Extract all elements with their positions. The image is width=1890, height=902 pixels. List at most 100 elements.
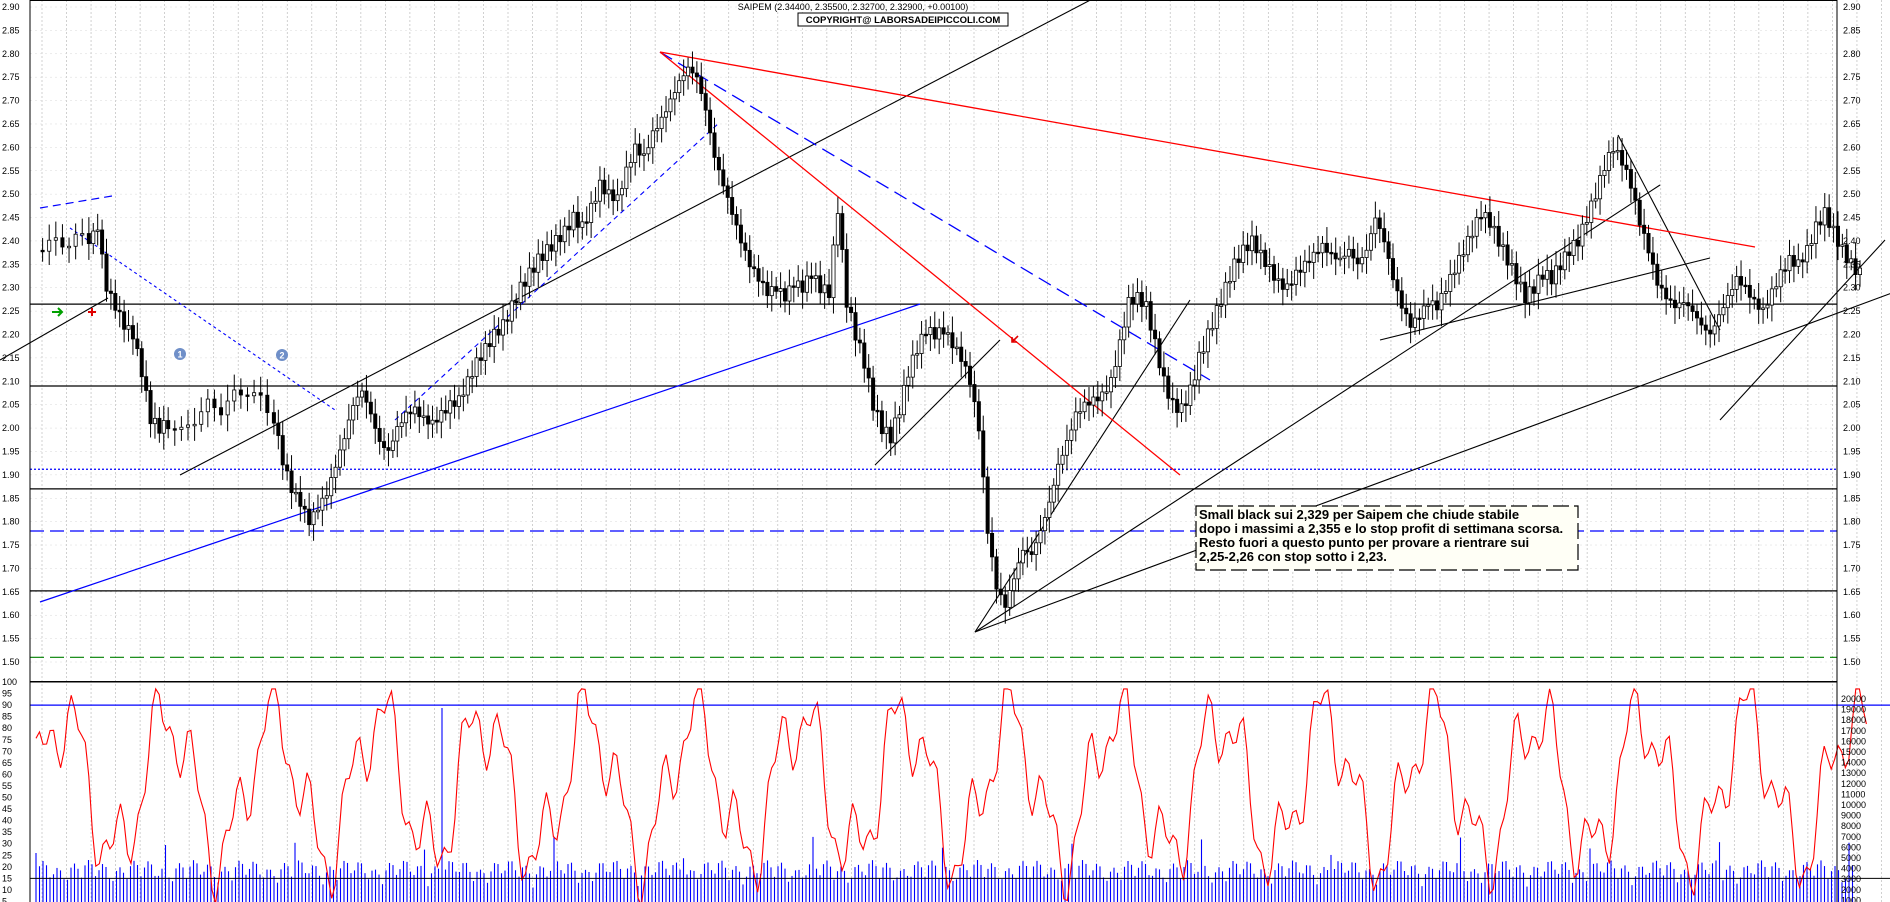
candle-body	[1567, 251, 1572, 256]
candle-body	[681, 75, 686, 82]
candle-body	[1355, 257, 1360, 265]
candle-body	[765, 281, 770, 297]
price-tick-right: 2.35	[1843, 259, 1861, 269]
candle-body	[1131, 296, 1136, 305]
candle-body	[1800, 259, 1805, 263]
oscillator-line	[35, 687, 1867, 902]
candle-body	[1721, 307, 1726, 316]
candle-body	[1144, 301, 1149, 307]
candle-body	[1122, 326, 1127, 341]
candle-body	[968, 365, 973, 385]
price-tick-right: 2.70	[1843, 96, 1861, 106]
candle-body	[1280, 278, 1285, 290]
candle-body	[549, 244, 554, 252]
candle-body	[166, 420, 171, 430]
candle-body	[1338, 257, 1343, 261]
candle-body	[1681, 302, 1686, 305]
candle-body	[152, 417, 157, 425]
volume-tick: 10000	[1841, 800, 1866, 810]
candle-body	[774, 286, 779, 292]
volume-tick: 7000	[1841, 832, 1861, 842]
candle-body	[280, 435, 285, 466]
candle-body	[659, 116, 664, 129]
candle-body	[60, 237, 65, 248]
price-tick-right: 2.80	[1843, 49, 1861, 59]
candle-body	[1183, 403, 1188, 406]
candle-body	[1157, 338, 1162, 369]
candle-body	[1064, 440, 1069, 456]
candle-body	[871, 377, 876, 411]
oscillator-tick: 50	[2, 793, 12, 803]
candle-body	[117, 309, 122, 313]
candle-body	[1197, 351, 1202, 381]
candle-body	[1606, 152, 1611, 171]
candle-body	[633, 143, 638, 163]
candle-body	[567, 225, 572, 231]
candle-body	[1531, 286, 1536, 294]
volume-tick: 18000	[1841, 715, 1866, 725]
candle-body	[562, 225, 567, 243]
candle-body	[1501, 244, 1506, 247]
candle-body	[1650, 252, 1655, 265]
candle-body	[1324, 242, 1329, 253]
volume-tick: 19000	[1841, 705, 1866, 715]
candle-body	[1791, 255, 1796, 267]
price-tick-right: 1.75	[1843, 540, 1861, 550]
candle-body	[1399, 290, 1404, 309]
candle-body	[1452, 272, 1457, 276]
price-tick-left: 1.95	[2, 446, 20, 456]
candle-body	[496, 328, 501, 336]
candle-body	[1620, 150, 1625, 166]
candle-body	[298, 491, 303, 507]
annotation-box: Small black sui 2,329 per Saipem che chi…	[1195, 505, 1579, 571]
candle-body	[1126, 296, 1131, 328]
candle-body	[1408, 313, 1413, 328]
candle-body	[1694, 311, 1699, 319]
price-tick-right: 1.55	[1843, 634, 1861, 644]
volume-tick: 11000	[1841, 789, 1865, 799]
candle-body	[1360, 257, 1365, 265]
price-tick-left: 1.65	[2, 587, 20, 597]
candle-body	[928, 327, 933, 336]
candle-body	[1571, 239, 1576, 256]
candle-body	[185, 424, 190, 428]
candle-body	[611, 189, 616, 202]
candle-body	[1364, 249, 1369, 258]
candle-body	[346, 419, 351, 440]
candle-body	[518, 281, 523, 303]
candle-body	[1554, 265, 1559, 285]
candle-body	[827, 284, 832, 299]
candle-body	[593, 200, 598, 204]
candle-body	[584, 221, 589, 224]
candle-body	[1426, 304, 1431, 307]
candle-body	[179, 426, 184, 430]
candle-body	[474, 357, 479, 377]
candle-body	[382, 441, 387, 448]
price-tick-right: 2.55	[1843, 166, 1861, 176]
candle-body	[690, 66, 695, 74]
oscillator-tick: 60	[2, 769, 12, 779]
price-tick-right: 2.90	[1843, 2, 1861, 12]
candle-body	[351, 405, 356, 421]
candle-body	[40, 249, 45, 253]
candle-body	[1672, 299, 1677, 309]
candle-body	[1769, 288, 1774, 306]
oscillator-panel-frame	[29, 681, 1838, 902]
candle-body	[417, 406, 422, 418]
trendline-blue-dashed	[394, 121, 721, 421]
price-tick-left: 2.25	[2, 306, 20, 316]
price-tick-right: 2.50	[1843, 189, 1861, 199]
price-tick-left: 1.90	[2, 470, 20, 480]
candle-body	[752, 266, 757, 270]
volume-tick: 9000	[1841, 811, 1861, 821]
candle-body	[1761, 307, 1766, 310]
candle-body	[1712, 325, 1717, 335]
candle-body	[1809, 243, 1814, 246]
candle-body	[791, 285, 796, 288]
candle-body	[1483, 212, 1488, 219]
candle-body	[1611, 151, 1616, 154]
candle-body	[950, 332, 955, 349]
candle-body	[782, 288, 787, 302]
candle-body	[760, 280, 765, 284]
candle-body	[637, 143, 642, 156]
